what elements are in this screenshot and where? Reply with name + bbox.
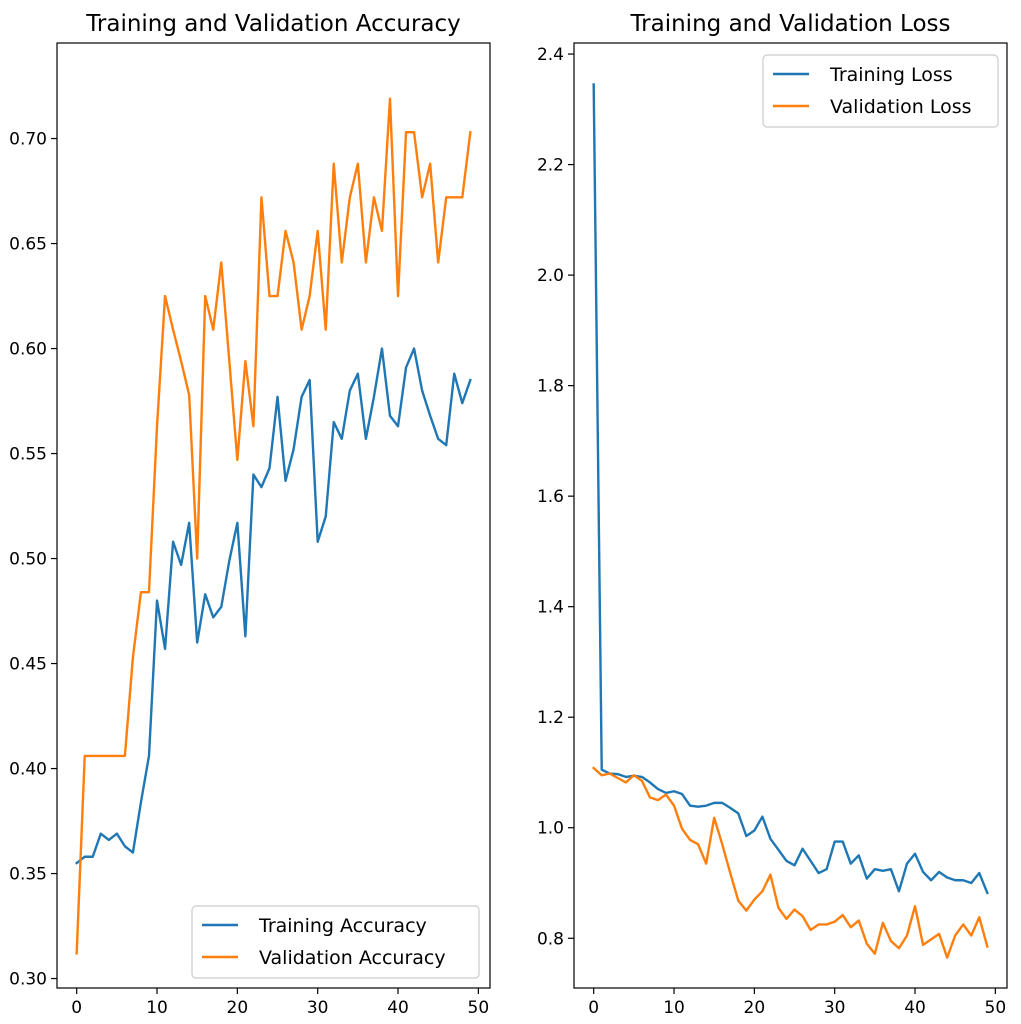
legend-box xyxy=(191,905,480,979)
x-tick-label: 10 xyxy=(146,998,168,1018)
x-tick-label: 30 xyxy=(307,998,329,1018)
y-tick-label: 0.35 xyxy=(9,865,47,885)
y-tick-label: 2.2 xyxy=(537,156,564,176)
y-tick-label: 2.0 xyxy=(537,266,564,286)
y-tick-label: 0.40 xyxy=(9,760,47,780)
series-line-training-loss xyxy=(592,83,989,895)
y-tick-label: 1.2 xyxy=(537,708,564,728)
legend-label: Validation Accuracy xyxy=(259,947,446,969)
legend: Training Accuracy Validation Accuracy xyxy=(191,905,480,979)
x-tick-label: 10 xyxy=(663,998,685,1018)
x-tick-label: 40 xyxy=(387,998,409,1018)
legend-label: Training Accuracy xyxy=(258,915,427,937)
series-line-training-accuracy xyxy=(74,347,472,865)
y-tick-label: 2.4 xyxy=(537,45,564,65)
legend-label: Validation Loss xyxy=(830,96,972,118)
y-tick-label: 1.8 xyxy=(537,377,564,397)
y-tick-label: 0.65 xyxy=(9,235,47,255)
y-tick-label: 1.6 xyxy=(537,487,564,507)
y-tick-label: 0.55 xyxy=(9,445,47,465)
legend: Training Loss Validation Loss xyxy=(762,54,999,128)
x-tick-label: 0 xyxy=(588,998,599,1018)
plot-frame xyxy=(573,42,1008,989)
series-line-validation-loss xyxy=(591,766,989,959)
loss-plot: Training and Validation Loss 0 10 20 30 40 50 0… xyxy=(537,11,1008,1018)
series-line-validation-accuracy xyxy=(75,97,472,955)
x-tick-label: 0 xyxy=(71,998,82,1018)
y-tick-label: 0.50 xyxy=(9,550,47,570)
y-tick-label: 0.30 xyxy=(9,970,47,990)
legend-box xyxy=(762,54,999,128)
y-tick-label: 0.45 xyxy=(9,655,47,675)
accuracy-plot: Training and Validation Accuracy 0 10 20 30 4… xyxy=(9,11,491,1018)
chart-title: Training and Validation Loss xyxy=(630,11,951,37)
x-tick-label: 30 xyxy=(824,998,846,1018)
y-tick-label: 0.70 xyxy=(9,130,47,150)
x-tick-label: 20 xyxy=(744,998,766,1018)
plot-frame xyxy=(56,42,491,989)
y-tick-label: 1.4 xyxy=(537,598,564,618)
y-tick-label: 0.60 xyxy=(9,340,47,360)
x-tick-label: 20 xyxy=(227,998,249,1018)
legend-label: Training Loss xyxy=(829,64,953,86)
y-tick-label: 0.8 xyxy=(537,929,564,949)
y-tick-label: 1.0 xyxy=(537,819,564,839)
x-tick-label: 50 xyxy=(985,998,1007,1018)
chart-title: Training and Validation Accuracy xyxy=(85,11,461,37)
x-tick-label: 50 xyxy=(468,998,490,1018)
x-tick-label: 40 xyxy=(904,998,926,1018)
